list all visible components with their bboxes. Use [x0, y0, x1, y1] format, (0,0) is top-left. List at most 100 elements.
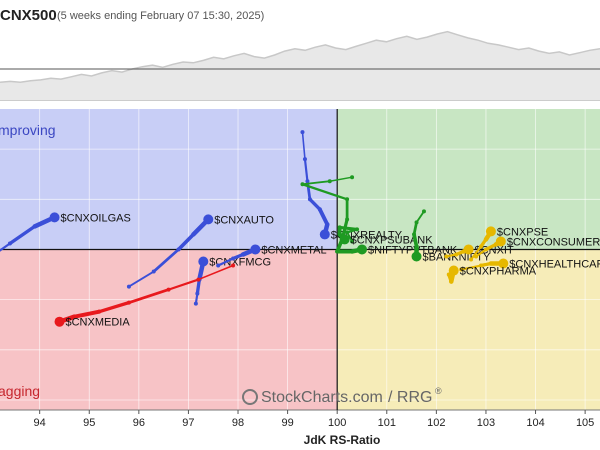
watermark-text: StockCharts.com [261, 389, 383, 406]
series-tail-segment [97, 300, 131, 314]
series-point [193, 301, 198, 306]
x-tick-label: 97 [182, 417, 194, 429]
stockcharts-logo-icon [242, 389, 258, 405]
benchmark-area [0, 31, 600, 101]
series-cnxfmcg: $CNXFMCG [193, 256, 271, 306]
series-cnxconsumerdurbl: $CNXCONSUMERDURBL [474, 236, 600, 259]
series-tail-segment [303, 158, 309, 183]
series-tail-segment [152, 248, 180, 273]
series-point [478, 263, 483, 268]
series-point [231, 256, 236, 261]
series-point [345, 197, 350, 202]
series-point [337, 225, 342, 230]
series-label: $CNXHEALTHCARE [509, 259, 600, 271]
series-point [449, 279, 454, 284]
series-tail-segment [301, 180, 331, 186]
series-point [355, 227, 360, 232]
quadrant-leading [337, 109, 600, 250]
series-point [414, 244, 419, 249]
series-cnxpsubank: $CNXPSUBANK [337, 225, 433, 246]
series-point [337, 232, 342, 237]
quadrant-weakening [337, 249, 600, 410]
series-tail-segment [317, 207, 330, 227]
series-point [327, 179, 332, 184]
series-point [97, 309, 102, 314]
series-point [231, 263, 236, 268]
series-tail-segment [474, 248, 488, 258]
x-tick-label: 105 [576, 417, 594, 429]
series-tail-segment [0, 242, 12, 252]
series-point [240, 252, 245, 257]
series-point [421, 209, 426, 214]
series-head-point [411, 251, 422, 262]
series-tail-segment [217, 257, 235, 267]
series-layer: $CNXOILGAS $CNXAUTO$CNXFMCG$CNXMETAL$CNXR… [0, 130, 600, 329]
series-point [195, 291, 200, 296]
series-point [444, 254, 449, 259]
x-tick-label: 101 [378, 417, 396, 429]
series-point [72, 314, 77, 319]
series-point [300, 182, 305, 187]
series-tail-segment [301, 131, 306, 160]
x-axis-ticks: 94 95 96 97 98 99 100 101 102 103 104 105 [34, 410, 594, 429]
series-point [216, 263, 221, 268]
series-tail-segment [329, 176, 353, 182]
series-tail-segment [127, 270, 155, 288]
series-point [414, 220, 419, 225]
series-tail-segment [195, 277, 202, 296]
series-label: $CNXFMCG [209, 257, 271, 269]
x-tick-label: 94 [34, 417, 46, 429]
series-label: $NIFTYPVTBANK [368, 244, 458, 256]
series-point [325, 222, 330, 227]
series-cnxoilgas: $CNXOILGAS [0, 212, 131, 252]
x-tick-label: 103 [477, 417, 495, 429]
series-tail-segment [8, 224, 37, 246]
series-cnxpse: $CNXPSE [469, 226, 548, 262]
series-point [196, 277, 201, 282]
series-head-point [448, 265, 459, 276]
series-tail-segment [415, 210, 425, 224]
quadrants [0, 109, 600, 410]
series-tail-segment [127, 288, 170, 305]
series-cnxit: $CNXIT [444, 244, 514, 259]
chart-subtitle: (5 weeks ending February 07 15:30, 2025) [57, 10, 264, 22]
series-point [305, 179, 310, 184]
benchmark-symbol: CNX500 [0, 7, 57, 24]
series-label: $CNXIT [475, 244, 514, 256]
series-head-point [250, 244, 261, 255]
series-point [345, 217, 350, 222]
series-point [126, 300, 131, 305]
series-tail-segment [197, 264, 234, 281]
series-point [32, 224, 37, 229]
series-head-point [463, 244, 474, 255]
series-cnxmetal: $CNXMETAL [216, 244, 327, 268]
series-point [350, 249, 355, 254]
series-head-point [356, 244, 367, 255]
series-tail-segment [469, 245, 483, 261]
series-label: $CNXAUTO [214, 214, 274, 226]
series-point [176, 247, 181, 252]
series-tail-segment [308, 197, 322, 211]
x-axis-label: JdK RS-Ratio [304, 433, 381, 447]
x-tick-label: 104 [526, 417, 544, 429]
series-point [302, 157, 307, 162]
x-tick-label: 96 [133, 417, 145, 429]
series-tail-segment [176, 232, 196, 252]
series-head-point [198, 256, 209, 267]
series-cnxhealthcare: $CNXHEALTHCARE [459, 258, 600, 272]
series-label: $CNXCONSUMERDURBL [507, 236, 600, 248]
series-point [7, 241, 12, 246]
series-head-point [54, 316, 65, 327]
series-tail-segment [412, 221, 418, 236]
series-head-point [495, 236, 506, 247]
series-point [300, 130, 305, 135]
series-head-point [49, 212, 60, 223]
series-label: $CNXMETAL [261, 244, 326, 256]
series-point [412, 232, 417, 237]
series-label: $CNXPHARMA [460, 266, 537, 278]
series-label: $CNXPSE [497, 226, 548, 238]
x-tick-label: 100 [328, 417, 346, 429]
series-point [191, 232, 196, 237]
x-tick-label: 98 [232, 417, 244, 429]
